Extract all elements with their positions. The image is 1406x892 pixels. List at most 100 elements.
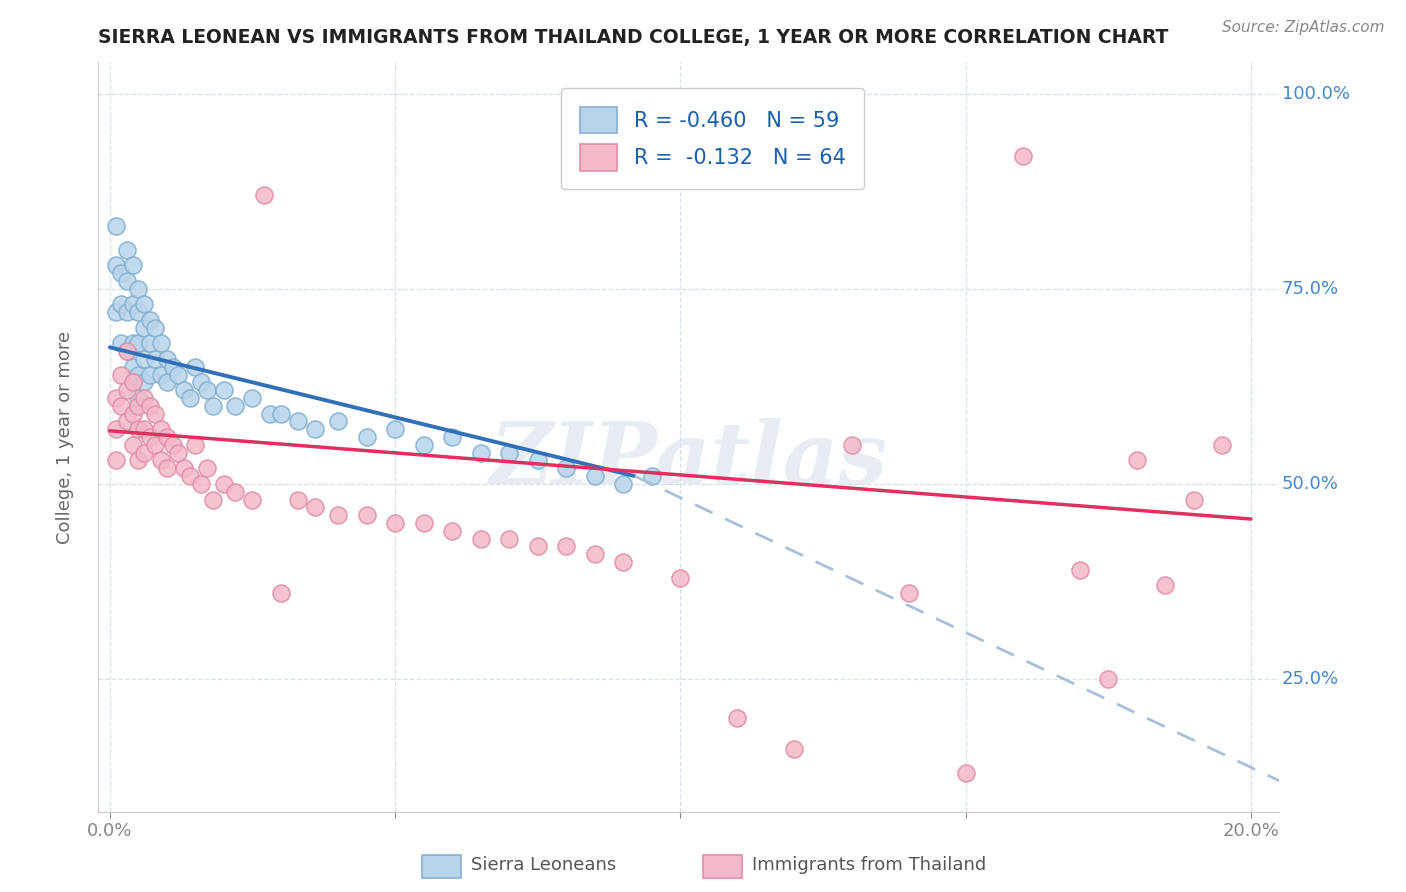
Point bbox=[104, 305, 127, 319]
Point bbox=[253, 188, 276, 202]
Point bbox=[356, 430, 378, 444]
Point bbox=[212, 476, 235, 491]
Point bbox=[127, 453, 149, 467]
Point bbox=[145, 438, 167, 452]
Point bbox=[184, 359, 207, 374]
Point bbox=[326, 508, 349, 523]
Point bbox=[110, 336, 132, 351]
Point bbox=[162, 359, 184, 374]
Point bbox=[127, 305, 149, 319]
Point bbox=[150, 453, 173, 467]
Point bbox=[725, 711, 748, 725]
Point bbox=[195, 384, 218, 398]
Point bbox=[179, 469, 201, 483]
Point bbox=[150, 422, 173, 436]
Point bbox=[179, 391, 201, 405]
Point bbox=[110, 368, 132, 382]
Point bbox=[132, 422, 155, 436]
Point bbox=[127, 422, 149, 436]
Point bbox=[156, 461, 179, 475]
Point bbox=[384, 516, 406, 530]
Point bbox=[224, 399, 246, 413]
Point bbox=[110, 266, 132, 280]
Text: 50.0%: 50.0% bbox=[1282, 475, 1339, 493]
Point bbox=[115, 344, 138, 359]
Point bbox=[167, 368, 190, 382]
Point bbox=[1069, 563, 1091, 577]
Point bbox=[470, 446, 492, 460]
Text: Source: ZipAtlas.com: Source: ZipAtlas.com bbox=[1222, 20, 1385, 35]
Point bbox=[583, 547, 606, 561]
Point bbox=[356, 508, 378, 523]
Point bbox=[145, 321, 167, 335]
Point bbox=[132, 376, 155, 390]
Point bbox=[104, 422, 127, 436]
Point bbox=[224, 484, 246, 499]
Point bbox=[270, 407, 292, 421]
Point bbox=[104, 259, 127, 273]
Point bbox=[955, 765, 977, 780]
Point bbox=[201, 399, 224, 413]
Point bbox=[270, 586, 292, 600]
Text: SIERRA LEONEAN VS IMMIGRANTS FROM THAILAND COLLEGE, 1 YEAR OR MORE CORRELATION C: SIERRA LEONEAN VS IMMIGRANTS FROM THAILA… bbox=[98, 28, 1168, 47]
Point bbox=[287, 492, 309, 507]
Point bbox=[127, 368, 149, 382]
Point bbox=[526, 453, 548, 467]
Point bbox=[612, 476, 634, 491]
Point bbox=[127, 391, 149, 405]
Point bbox=[139, 336, 162, 351]
Point bbox=[242, 492, 264, 507]
Point bbox=[115, 305, 138, 319]
Point bbox=[139, 399, 162, 413]
Point bbox=[897, 586, 920, 600]
Point bbox=[127, 399, 149, 413]
Point bbox=[583, 469, 606, 483]
Point bbox=[412, 438, 434, 452]
Point bbox=[132, 446, 155, 460]
Point bbox=[441, 430, 464, 444]
Point bbox=[1211, 438, 1233, 452]
Point bbox=[139, 430, 162, 444]
Point bbox=[121, 259, 143, 273]
Text: 25.0%: 25.0% bbox=[1282, 670, 1339, 688]
Text: Immigrants from Thailand: Immigrants from Thailand bbox=[752, 856, 987, 874]
Point bbox=[1154, 578, 1177, 592]
Point bbox=[132, 297, 155, 311]
Point bbox=[412, 516, 434, 530]
Point bbox=[555, 539, 578, 553]
Point bbox=[641, 469, 664, 483]
Point bbox=[470, 532, 492, 546]
Point bbox=[304, 500, 326, 515]
Point bbox=[162, 438, 184, 452]
Point bbox=[156, 430, 179, 444]
Point bbox=[132, 321, 155, 335]
Point bbox=[121, 438, 143, 452]
Point bbox=[384, 422, 406, 436]
Point bbox=[121, 336, 143, 351]
Point bbox=[150, 336, 173, 351]
Point bbox=[139, 368, 162, 382]
Point bbox=[115, 243, 138, 257]
Point bbox=[115, 384, 138, 398]
Point bbox=[259, 407, 281, 421]
Point bbox=[441, 524, 464, 538]
Point bbox=[242, 391, 264, 405]
Point bbox=[110, 297, 132, 311]
Point bbox=[498, 446, 520, 460]
Point bbox=[1097, 672, 1119, 686]
Point bbox=[127, 282, 149, 296]
Point bbox=[612, 555, 634, 569]
Point bbox=[190, 476, 212, 491]
Point bbox=[115, 344, 138, 359]
Point bbox=[173, 461, 195, 475]
Point bbox=[173, 384, 195, 398]
Legend: R = -0.460   N = 59, R =  -0.132   N = 64: R = -0.460 N = 59, R = -0.132 N = 64 bbox=[561, 87, 865, 189]
Point bbox=[212, 384, 235, 398]
Point bbox=[121, 359, 143, 374]
Point bbox=[195, 461, 218, 475]
Point bbox=[1126, 453, 1149, 467]
Point bbox=[121, 297, 143, 311]
Point bbox=[841, 438, 863, 452]
Point bbox=[304, 422, 326, 436]
Text: 100.0%: 100.0% bbox=[1282, 85, 1350, 103]
